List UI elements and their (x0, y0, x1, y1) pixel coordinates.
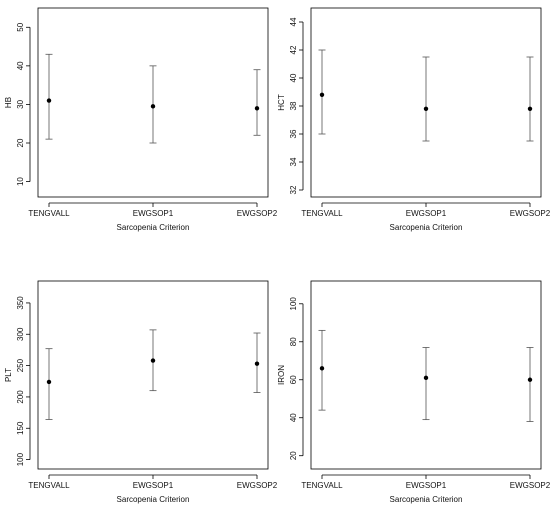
data-point (46, 98, 52, 103)
y-tick-label: 80 (289, 337, 298, 346)
y-tick-label: 36 (289, 129, 298, 138)
y-tick-label: 60 (289, 375, 298, 384)
y-tick-label: 20 (16, 138, 25, 147)
data-point (150, 358, 156, 363)
y-tick-label: 32 (289, 185, 298, 194)
plot-frame (37, 280, 269, 470)
plot-frame (37, 7, 269, 198)
y-tick-label: 100 (289, 297, 298, 311)
data-point (423, 375, 429, 381)
x-tick-label: TENGVALL (28, 481, 70, 490)
x-tick-label: EWGSOP1 (406, 481, 447, 490)
x-tick-label: TENGVALL (28, 209, 70, 218)
y-tick-label: 250 (16, 358, 25, 372)
y-tick-label: 20 (289, 451, 298, 460)
y-tick-label: 150 (16, 421, 25, 435)
y-axis-title: HCT (277, 94, 286, 111)
y-tick-label: 40 (16, 61, 25, 70)
x-tick-label: EWGSOP2 (510, 481, 550, 490)
plot-frame (310, 280, 542, 470)
x-axis-title: Sarcopenia Criterion (117, 495, 190, 504)
data-point (319, 92, 325, 98)
x-tick-label: EWGSOP2 (510, 209, 550, 218)
y-tick-label: 38 (289, 101, 298, 110)
x-axis-title: Sarcopenia Criterion (117, 223, 190, 232)
x-tick-label: TENGVALL (301, 481, 343, 490)
data-point (319, 366, 325, 371)
x-tick-label: EWGSOP1 (406, 209, 447, 218)
y-tick-label: 40 (289, 73, 298, 82)
y-axis-title: IRON (277, 365, 286, 385)
y-tick-label: 50 (16, 22, 25, 31)
x-tick-label: EWGSOP1 (133, 481, 174, 490)
y-tick-label: 40 (289, 413, 298, 422)
x-tick-label: EWGSOP1 (133, 209, 174, 218)
y-axis-title: HB (4, 97, 13, 108)
chart-panel-hb: 10 20 30 40 50 TENGVALL EWGSOP1 EWGSOP2 Sarcopen… (4, 7, 278, 232)
y-tick-label: 350 (16, 296, 25, 310)
x-axis-title: Sarcopenia Criterion (390, 223, 463, 232)
x-tick-label: EWGSOP2 (237, 481, 278, 490)
y-tick-label: 100 (16, 452, 25, 466)
data-point (527, 106, 533, 112)
y-tick-label: 44 (289, 17, 298, 26)
y-axis-title: PLT (4, 368, 13, 382)
data-point (254, 106, 260, 111)
data-point (423, 106, 429, 112)
x-tick-label: TENGVALL (301, 209, 343, 218)
chart-panel-iron: 20 40 60 80 100 TENGVALL EWGSOP1 EWGSOP2 Sarcope… (277, 280, 550, 504)
y-tick-label: 200 (16, 390, 25, 404)
x-tick-label: EWGSOP2 (237, 209, 278, 218)
chart-panel-hct: 32 34 36 38 40 42 44 TENGVALL EWGSOP1 EWGSOP2 Sarc… (277, 7, 550, 232)
y-tick-label: 300 (16, 327, 25, 341)
x-axis-title: Sarcopenia Criterion (390, 495, 463, 504)
data-point (254, 361, 260, 366)
plot-frame (310, 7, 542, 198)
data-point (150, 104, 156, 109)
y-tick-label: 42 (289, 45, 298, 54)
y-tick-label: 34 (289, 157, 298, 166)
data-point (527, 377, 533, 382)
y-tick-label: 30 (16, 99, 25, 108)
y-tick-label: 10 (16, 177, 25, 186)
data-point (46, 379, 52, 385)
chart-panel-plt: 100 150 200 250 300 350 TENGVALL EWGSOP1 EWGSOP2… (4, 280, 278, 504)
